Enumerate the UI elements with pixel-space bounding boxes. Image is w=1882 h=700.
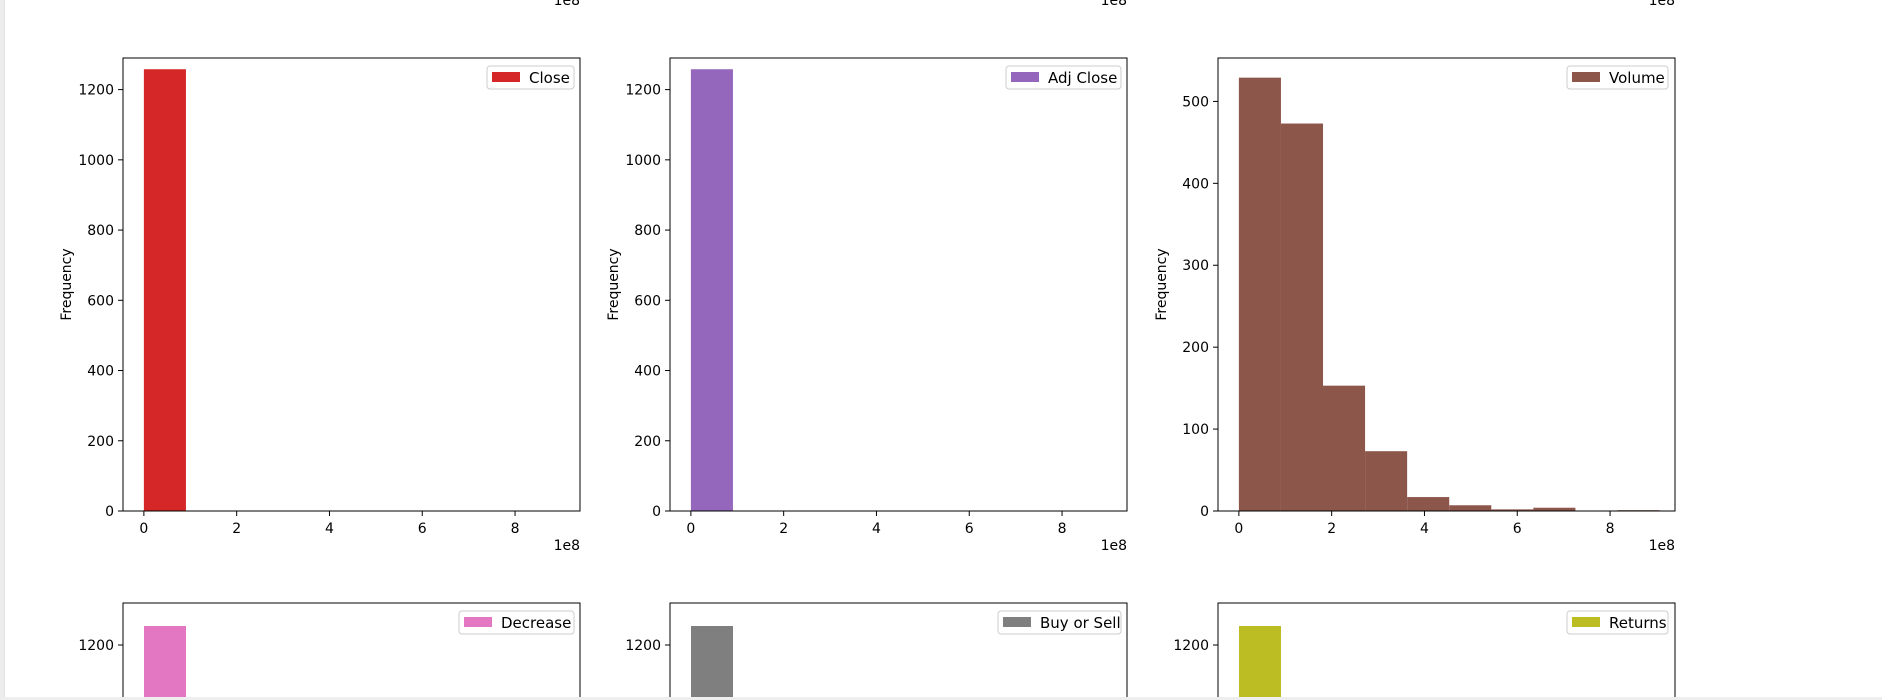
axes-frame <box>1217 602 1676 700</box>
chart-panel-returns: 1200 Returns <box>1173 602 1676 700</box>
histogram-bar <box>1407 497 1450 511</box>
x-tick-label: 4 <box>325 521 334 537</box>
legend-label: Close <box>529 69 570 87</box>
x-tick-label: 0 <box>139 521 148 537</box>
y-tick-label: 0 <box>105 504 114 520</box>
x-tick-label: 6 <box>1513 521 1522 537</box>
y-tick-label: 200 <box>634 434 661 450</box>
histogram-bar <box>691 626 733 700</box>
x-tick-label: 4 <box>1420 521 1429 537</box>
x-tick-label: 0 <box>1234 521 1243 537</box>
x-offset-label: 1e8 <box>1101 538 1127 554</box>
histogram-bar <box>143 69 186 511</box>
legend-swatch <box>1572 72 1600 82</box>
chart-panel-decrease: 1200 Decrease <box>78 602 581 700</box>
y-tick-label: 400 <box>87 364 114 380</box>
y-tick-label: 800 <box>87 223 114 239</box>
page-bottom-edge <box>0 697 1882 700</box>
histogram-bar <box>144 626 186 700</box>
x-offset-label: 1e8 <box>554 538 580 554</box>
axes-frame <box>122 602 581 700</box>
y-tick-label: 1200 <box>1173 638 1209 654</box>
legend-swatch <box>1003 617 1031 627</box>
legend-label: Volume <box>1609 69 1665 87</box>
chart-panel-close: 0 200 400 600 800 1000 1200 0 2 4 6 8 1e8 Frequency Cl… <box>59 57 581 554</box>
x-tick-label: 8 <box>511 521 520 537</box>
y-tick-label: 0 <box>652 504 661 520</box>
legend-box <box>458 610 575 635</box>
legend-label: Buy or Sell <box>1040 614 1121 632</box>
histogram-bar <box>1239 626 1281 700</box>
chart-panel-buy-or-sell: 1200 Buy or Sell <box>625 602 1128 700</box>
legend-label: Adj Close <box>1048 69 1117 87</box>
y-tick-label: 600 <box>87 293 114 309</box>
x-tick-label: 4 <box>872 521 881 537</box>
histogram-bar <box>1238 77 1281 511</box>
y-tick-label: 300 <box>1182 258 1209 274</box>
x-tick-label: 2 <box>779 521 788 537</box>
y-tick-label: 200 <box>1182 340 1209 356</box>
y-tick-label: 500 <box>1182 94 1209 110</box>
y-tick-label: 1000 <box>78 153 114 169</box>
y-tick-label: 200 <box>87 434 114 450</box>
x-offset-label: 1e8 <box>1649 538 1675 554</box>
x-tick-label: 6 <box>965 521 974 537</box>
legend-box <box>1566 610 1669 635</box>
y-tick-label: 1200 <box>625 83 661 99</box>
legend-swatch <box>1011 72 1039 82</box>
y-axis-label: Frequency <box>59 248 75 320</box>
x-tick-label: 2 <box>232 521 241 537</box>
histogram-bar <box>1280 123 1324 512</box>
chart-panel-volume: 0 100 200 300 400 500 0 2 4 6 8 1e8 Frequency Volume <box>1154 57 1676 554</box>
legend-swatch <box>492 72 520 82</box>
legend-box <box>1566 65 1669 90</box>
page-left-edge <box>0 0 5 700</box>
histogram-bar <box>1323 385 1366 511</box>
y-tick-label: 1000 <box>625 153 661 169</box>
x-tick-label: 6 <box>418 521 427 537</box>
x-tick-label: 2 <box>1327 521 1336 537</box>
y-axis-label: Frequency <box>1154 248 1170 320</box>
y-axis-label: Frequency <box>606 248 622 320</box>
y-tick-label: 1200 <box>625 638 661 654</box>
histogram-bar <box>1449 505 1492 511</box>
legend-swatch <box>464 617 492 627</box>
x-tick-label: 8 <box>1606 521 1615 537</box>
y-tick-label: 400 <box>1182 176 1209 192</box>
top-offset-label: 1e8 <box>1649 0 1675 9</box>
y-tick-label: 0 <box>1200 504 1209 520</box>
top-offset-label: 1e8 <box>554 0 580 9</box>
legend-box <box>486 65 575 90</box>
histogram-bar <box>1491 509 1534 511</box>
histogram-bar <box>1365 451 1408 511</box>
y-tick-label: 600 <box>634 293 661 309</box>
axes-frame <box>669 602 1128 700</box>
y-tick-label: 1200 <box>78 638 114 654</box>
chart-panel-adj-close: 0 200 400 600 800 1000 1200 0 2 4 6 8 1e8 Frequency Ad… <box>606 57 1128 554</box>
histogram-bar <box>690 69 733 511</box>
legend-box <box>997 610 1122 635</box>
axes-frame <box>669 57 1128 512</box>
legend-box <box>1005 65 1122 90</box>
y-tick-label: 800 <box>634 223 661 239</box>
x-tick-label: 0 <box>686 521 695 537</box>
legend-swatch <box>1572 617 1600 627</box>
x-tick-label: 8 <box>1058 521 1067 537</box>
y-tick-label: 1200 <box>78 83 114 99</box>
axes-frame <box>1217 57 1676 512</box>
y-tick-label: 100 <box>1182 422 1209 438</box>
legend-label: Decrease <box>501 614 571 632</box>
y-tick-label: 400 <box>634 364 661 380</box>
top-offset-label: 1e8 <box>1101 0 1127 9</box>
histogram-bar <box>1533 507 1576 511</box>
legend-label: Returns <box>1609 614 1667 632</box>
axes-frame <box>122 57 581 512</box>
